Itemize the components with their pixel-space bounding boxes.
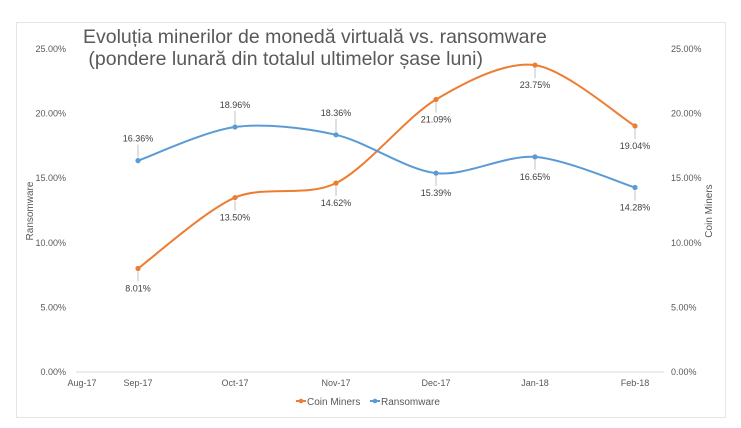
coin-miners-point: [532, 62, 538, 68]
y-right-tick-label: 10.00%: [671, 238, 702, 248]
chart-title-line-2: (pondere lunară din totalul ultimelor șa…: [83, 48, 483, 70]
ransomware-point: [532, 154, 538, 160]
chart-frame: [16, 22, 726, 418]
coin-miners-point: [433, 96, 439, 103]
coin-miners-point: [232, 194, 238, 201]
y-left-tick-label: 5.00%: [40, 302, 66, 312]
ransomware-point: [333, 132, 339, 138]
x-tick-label: Feb-18: [621, 378, 650, 388]
coin-miners-data-label: 19.04%: [620, 141, 651, 151]
ransomware-data-label: 18.96%: [220, 100, 251, 110]
coin-miners-data-label: 23.75%: [520, 80, 551, 90]
coin-miners-data-label: 14.62%: [321, 198, 352, 208]
x-tick-label: Aug-17: [67, 378, 96, 388]
y-left-axis-title: Ransomware: [25, 181, 36, 240]
coin-miners-data-label: 8.01%: [125, 284, 151, 294]
x-tick-label: Jan-18: [521, 378, 549, 388]
y-right-tick-label: 5.00%: [671, 302, 697, 312]
coin-miners-point: [333, 180, 339, 186]
ransomware-point: [433, 170, 439, 176]
coin-miners-point: [632, 123, 638, 129]
ransomware-point: [632, 184, 638, 191]
y-left-tick-label: 10.00%: [35, 238, 66, 248]
x-tick-label: Nov-17: [321, 378, 350, 388]
coin-miners-data-label: 13.50%: [220, 213, 251, 223]
ransomware-data-label: 16.65%: [520, 172, 551, 182]
y-right-tick-label: 15.00%: [671, 173, 702, 183]
coin-miners-data-label: 21.09%: [421, 115, 452, 125]
ransomware-line: [137, 124, 636, 189]
x-tick-label: Dec-17: [421, 378, 450, 388]
chart-title-line-1: Evoluția minerilor de monedă virtuală vs…: [83, 26, 547, 48]
y-left-tick-label: 15.00%: [35, 173, 66, 183]
legend-ransomware-label: Ransomware: [381, 397, 440, 408]
ransomware-data-label: 14.28%: [620, 203, 651, 213]
legend-ransomware-marker: [372, 398, 378, 404]
x-tick-label: Sep-17: [123, 378, 152, 388]
ransomware-data-label: 18.36%: [321, 108, 352, 118]
ransomware-point: [135, 158, 141, 164]
y-left-tick-label: 20.00%: [35, 109, 66, 119]
legend-coin-miners-marker: [298, 398, 304, 404]
y-right-tick-label: 25.00%: [671, 44, 702, 54]
coin-miners-point: [135, 265, 141, 272]
y-right-tick-label: 20.00%: [671, 109, 702, 119]
ransomware-data-label: 16.36%: [123, 134, 154, 144]
legend-coin-miners-label: Coin Miners: [307, 397, 360, 408]
coin-miners-line: [137, 63, 636, 270]
ransomware-point: [232, 124, 238, 130]
y-left-tick-label: 0.00%: [40, 367, 66, 377]
y-right-axis-title: Coin Miners: [704, 184, 715, 237]
y-right-tick-label: 0.00%: [671, 367, 697, 377]
x-tick-label: Oct-17: [221, 378, 248, 388]
ransomware-data-label: 15.39%: [421, 188, 452, 198]
chart-title: Evoluția minerilor de monedă virtuală vs…: [83, 26, 547, 70]
y-left-tick-label: 25.00%: [35, 44, 66, 54]
